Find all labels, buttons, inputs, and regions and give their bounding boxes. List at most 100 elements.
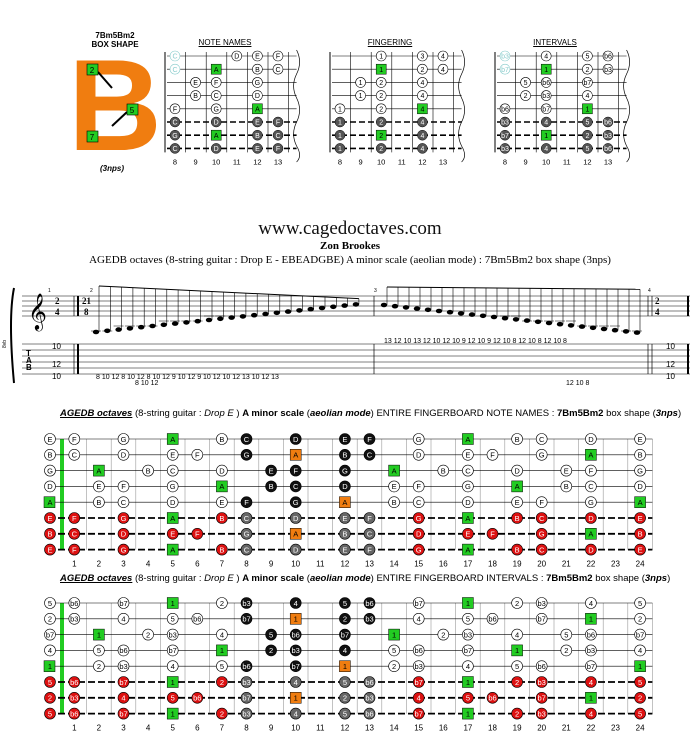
diagram-dot	[582, 63, 593, 75]
diagram-dot	[375, 77, 387, 88]
clef-caption: 8vb	[2, 340, 8, 348]
board-note-label: E	[392, 482, 397, 491]
board-note	[486, 528, 499, 540]
board-note	[437, 464, 450, 477]
board-fret-number: 23	[611, 560, 620, 569]
diagram-dot-label: E	[255, 120, 260, 127]
diagram-dot-label: G	[213, 106, 218, 113]
board-note-label: A	[515, 482, 520, 491]
board-note	[412, 660, 425, 672]
diagram-dot	[602, 143, 614, 154]
diagram-dot-label: C	[172, 67, 177, 74]
staff-note	[567, 323, 575, 328]
board-note-label: b3	[70, 615, 78, 624]
measure-number: 3	[374, 288, 377, 294]
board-fret-number: 6	[195, 560, 200, 569]
board-note-label: 1	[589, 694, 593, 703]
board-note	[68, 676, 81, 688]
board-note-label: B	[342, 451, 347, 460]
diagram-dot	[334, 103, 346, 115]
board-note	[560, 464, 573, 477]
board-note-label: C	[72, 530, 78, 539]
board-note-label: 5	[515, 662, 519, 671]
time-sig-top: 2	[655, 296, 660, 306]
diagram-fret-number: 11	[398, 157, 406, 166]
board-note-label: F	[293, 466, 298, 475]
tab-descending-extra: 12 10 8	[566, 380, 589, 387]
board-note	[216, 433, 228, 445]
diagram-dot-label: 4	[544, 54, 548, 61]
board-fret-number: 8	[244, 560, 249, 569]
diagram-dot-label: 1	[338, 120, 342, 127]
box-arrow	[97, 71, 113, 89]
board-root-note	[388, 464, 400, 477]
board-fret-number: 3	[121, 724, 126, 733]
board-note	[289, 628, 302, 641]
board-note-label: D	[219, 466, 225, 475]
board-note	[166, 628, 179, 641]
board-note-label: b6	[365, 709, 373, 718]
board-note	[339, 448, 351, 461]
board-note-label: A	[392, 466, 397, 475]
site-url[interactable]: www.cagedoctaves.com	[258, 218, 442, 239]
diagram-dot-label: 4	[441, 67, 445, 74]
staff-note	[126, 326, 134, 331]
board-note	[289, 707, 302, 720]
board-note-label: G	[465, 482, 471, 491]
board-note-label: 4	[121, 615, 125, 624]
board-note	[511, 496, 523, 508]
staff-note	[501, 315, 509, 321]
diagram-dot-label: b3	[604, 133, 612, 140]
board-note	[265, 464, 277, 477]
board-note-label: G	[416, 514, 422, 523]
board-note	[339, 433, 351, 445]
diagram-dot	[252, 129, 263, 141]
diagram-fret-number: 13	[439, 157, 447, 166]
board-note	[462, 612, 474, 625]
board-root-note	[216, 480, 228, 493]
staff-note	[512, 317, 520, 322]
board-open-root	[43, 496, 56, 508]
diagram-dot	[520, 77, 531, 88]
board-note	[240, 433, 253, 445]
board-note	[388, 660, 400, 672]
board-note-label: b7	[292, 662, 300, 671]
board-note	[289, 496, 302, 508]
board-open-note	[44, 448, 56, 461]
board-note	[412, 543, 425, 556]
board-note-label: b7	[538, 694, 546, 703]
board-note	[289, 660, 302, 672]
staff-note	[341, 303, 348, 308]
board-note	[412, 676, 425, 688]
board-note	[634, 597, 646, 609]
board-note	[535, 496, 548, 508]
diagram-dot-label: 2	[585, 133, 589, 140]
diagram-fret-number: 8	[503, 157, 507, 166]
board-note-label: 1	[466, 599, 470, 608]
diagram-dot	[169, 103, 181, 115]
board-note	[363, 512, 376, 524]
board-fret-number: 11	[316, 724, 325, 733]
diagram-dot	[334, 116, 346, 128]
board-note-label: F	[72, 545, 77, 554]
box-arrow	[111, 111, 128, 127]
diagram-dot	[499, 116, 511, 128]
staff-note	[217, 316, 224, 322]
diagram-dot	[582, 143, 593, 154]
staff-note	[228, 315, 235, 320]
board-note-label: E	[342, 514, 347, 523]
board-note-label: E	[342, 545, 347, 554]
diagram-dot-label: E	[255, 54, 260, 61]
board-note-label: F	[121, 482, 126, 491]
board-note	[634, 707, 646, 720]
board-note	[462, 528, 474, 540]
board-note	[585, 543, 597, 556]
diagram-dot-label: b7	[542, 106, 550, 113]
diagram-dot-label: 1	[585, 106, 589, 113]
board-note	[265, 480, 277, 493]
diagram-dot-label: C	[172, 146, 177, 153]
board-open-root	[43, 660, 56, 672]
